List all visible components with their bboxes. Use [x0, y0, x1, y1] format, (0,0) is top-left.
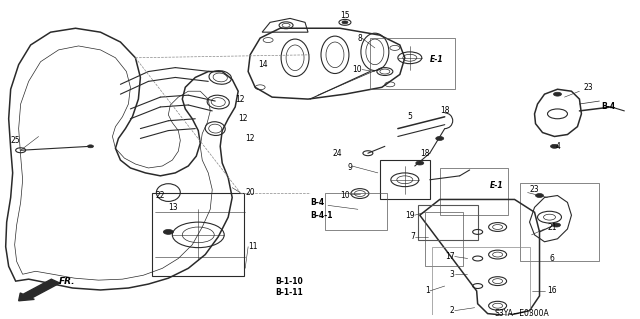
- Circle shape: [436, 137, 444, 140]
- Bar: [425, 212, 463, 266]
- Text: 7: 7: [410, 232, 415, 241]
- Text: S3YA−E0300A: S3YA−E0300A: [495, 309, 549, 318]
- Text: 22: 22: [156, 191, 165, 200]
- Text: B-4: B-4: [310, 198, 324, 207]
- Bar: [440, 168, 508, 215]
- Circle shape: [416, 161, 424, 165]
- Text: B-1-11: B-1-11: [275, 288, 303, 297]
- Text: FR.: FR.: [59, 277, 75, 286]
- Text: 11: 11: [248, 242, 258, 251]
- Text: 12: 12: [236, 95, 245, 104]
- Text: 23: 23: [584, 83, 593, 92]
- Text: 18: 18: [420, 149, 429, 158]
- Circle shape: [163, 229, 173, 234]
- Text: 16: 16: [547, 286, 557, 295]
- Text: 18: 18: [440, 107, 449, 115]
- Bar: [418, 205, 477, 240]
- Circle shape: [550, 145, 559, 148]
- Circle shape: [88, 145, 93, 148]
- Bar: [520, 183, 600, 262]
- Text: E-1: E-1: [430, 55, 444, 64]
- Bar: [380, 160, 430, 199]
- Text: 3: 3: [450, 270, 454, 279]
- Bar: [152, 193, 244, 276]
- Text: 12: 12: [246, 134, 255, 143]
- FancyArrow shape: [19, 279, 60, 301]
- Text: 2: 2: [450, 306, 454, 315]
- Text: 5: 5: [408, 112, 413, 121]
- Text: 12: 12: [239, 114, 248, 123]
- Circle shape: [536, 194, 543, 197]
- Text: 23: 23: [529, 185, 539, 194]
- Bar: [370, 38, 454, 89]
- Text: E-1: E-1: [490, 181, 503, 190]
- Text: 25: 25: [11, 136, 20, 145]
- Text: 14: 14: [258, 60, 268, 69]
- Text: 21: 21: [547, 223, 557, 232]
- Text: 9: 9: [347, 163, 352, 173]
- Text: B-4: B-4: [602, 102, 616, 111]
- Text: 1: 1: [425, 286, 430, 295]
- Circle shape: [552, 223, 561, 227]
- Text: 20: 20: [245, 188, 255, 197]
- Text: 8: 8: [357, 33, 362, 42]
- Text: 6: 6: [550, 254, 554, 263]
- Text: 10: 10: [340, 191, 350, 200]
- Text: B-1-10: B-1-10: [275, 277, 303, 286]
- Text: 13: 13: [168, 203, 178, 212]
- Bar: [325, 193, 387, 230]
- Text: 15: 15: [340, 11, 349, 20]
- Text: 17: 17: [445, 252, 454, 261]
- Text: 10: 10: [352, 65, 362, 74]
- Text: 24: 24: [332, 149, 342, 158]
- Text: 4: 4: [556, 142, 561, 151]
- Circle shape: [554, 92, 561, 96]
- Circle shape: [342, 21, 348, 24]
- Text: B-4-1: B-4-1: [310, 211, 333, 220]
- Text: 19: 19: [405, 211, 415, 220]
